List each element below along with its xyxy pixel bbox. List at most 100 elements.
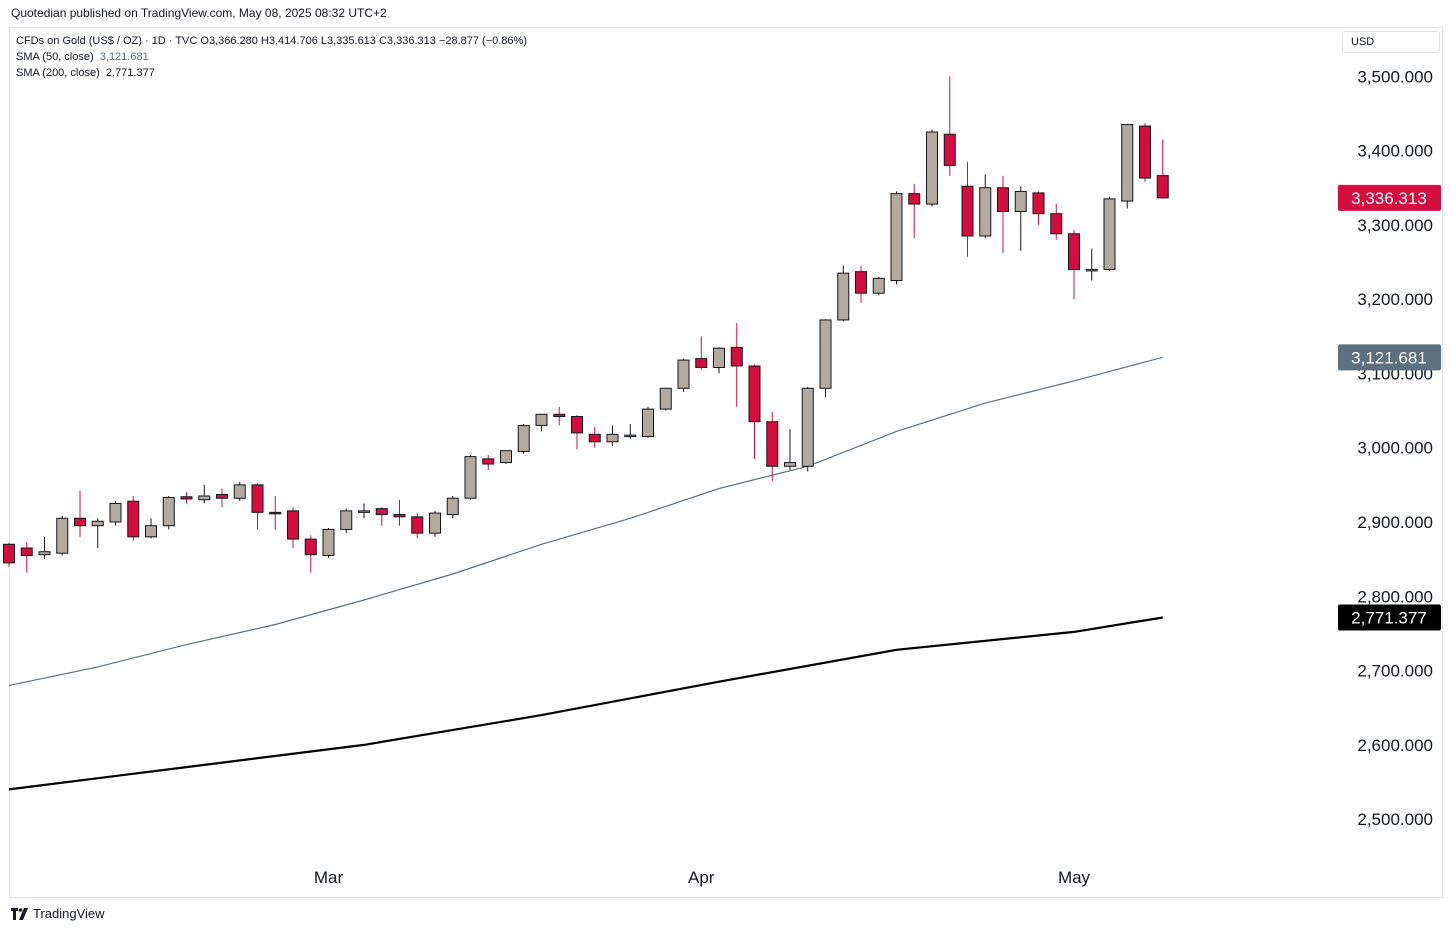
candle-body (908, 193, 921, 205)
candle-body (713, 347, 725, 368)
candle-body (748, 365, 761, 423)
sma50-value: 3,121.681 (99, 51, 149, 63)
candle-body (784, 462, 796, 467)
candle-body (961, 185, 974, 237)
candle-body (571, 416, 583, 434)
candle-body (74, 517, 86, 527)
y-tick-label: 3,300.000 (1357, 216, 1433, 235)
symbol-ohlc-line: CFDs on Gold (US$ / OZ) · 1D · TVC O3,36… (16, 35, 527, 47)
footer-brand[interactable]: TradingView (11, 906, 105, 921)
price-label-text: 3,336.313 (1351, 189, 1427, 208)
candle-body (109, 502, 122, 523)
candle-body (358, 510, 370, 513)
candle-body (997, 187, 1009, 212)
candle-body (127, 500, 140, 538)
sma50-label: SMA (50, close) (16, 51, 94, 63)
candle-body (1156, 175, 1169, 199)
footer-brand-label: TradingView (33, 906, 105, 921)
candle-body (979, 187, 992, 237)
candle-body (517, 424, 530, 452)
y-tick-label: 2,700.000 (1357, 662, 1433, 681)
chart-legend: CFDs on Gold (US$ / OZ) · 1D · TVC O3,36… (16, 33, 527, 81)
sma200-value: 2,771.377 (105, 67, 155, 79)
candle-body (1068, 233, 1080, 270)
candle-body (801, 387, 814, 467)
sma200-legend[interactable]: SMA (200, close) 2,771.377 (16, 65, 527, 81)
candle-body (269, 511, 282, 515)
candle-body (20, 547, 33, 556)
candle-body (375, 508, 388, 516)
price-chart[interactable]: 2,500.000 2,600.000 2,700.000 2,800.000 2,90… (0, 0, 1456, 900)
candle-body (482, 458, 495, 465)
candle-body (659, 387, 672, 410)
candle-body (890, 193, 903, 282)
candle-body (1103, 198, 1116, 270)
candle-body (340, 510, 353, 530)
x-tick-label: May (1058, 868, 1091, 887)
candle-body (304, 538, 317, 556)
x-tick-label: Apr (688, 868, 715, 887)
candle-body (393, 514, 406, 518)
candle-body (943, 133, 956, 166)
candle-body (91, 520, 104, 527)
y-tick-label: 2,500.000 (1357, 810, 1433, 829)
candle-body (1014, 190, 1027, 212)
candle-body (233, 484, 246, 499)
candle-body (1032, 192, 1045, 215)
candle-body (1139, 125, 1151, 179)
y-tick-label: 3,200.000 (1357, 290, 1433, 309)
candle-body (251, 484, 264, 513)
candle-body (855, 271, 867, 294)
candle-body (553, 413, 566, 418)
publisher-credit: Quotedian published on TradingView.com, … (11, 6, 387, 20)
y-tick-label: 2,600.000 (1357, 736, 1433, 755)
sma50-line (8, 356, 1163, 686)
price-label-last (1338, 184, 1441, 211)
currency-button[interactable]: USD (1342, 31, 1440, 53)
candle-body (819, 319, 832, 389)
tradingview-logo-icon (11, 907, 28, 920)
candle-body (695, 358, 708, 368)
candle-body (429, 512, 441, 534)
y-tick-label: 2,900.000 (1357, 513, 1433, 532)
price-label-text: 3,121.681 (1351, 348, 1427, 367)
candle-body (588, 433, 601, 443)
candle-body (162, 496, 175, 527)
candle-body (624, 434, 637, 438)
candle-body (535, 413, 548, 426)
price-label-sma200 (1338, 604, 1441, 631)
candle-body (38, 551, 51, 556)
candle-body (411, 516, 424, 534)
sma50-legend[interactable]: SMA (50, close) 3,121.681 (16, 49, 527, 65)
candle-body (766, 421, 779, 467)
candle-body (287, 510, 299, 540)
candle-body (56, 517, 69, 554)
candle-body (145, 525, 157, 538)
sma200-line (8, 616, 1163, 791)
candle-body (642, 408, 654, 438)
candle-body (446, 497, 459, 516)
y-tick-label: 3,000.000 (1357, 439, 1433, 458)
candle-body (198, 495, 211, 501)
x-tick-label: Mar (314, 868, 344, 887)
y-tick-label: 2,800.000 (1357, 587, 1433, 606)
price-label-sma50 (1338, 344, 1441, 371)
candle-body (1085, 268, 1098, 272)
candle-body (500, 450, 512, 464)
sma200-label: SMA (200, close) (16, 67, 100, 79)
candle-body (872, 277, 885, 294)
price-label-text: 2,771.377 (1351, 609, 1427, 628)
y-tick-label: 3,400.000 (1357, 142, 1433, 161)
candle-body (926, 131, 938, 205)
candle-body (837, 272, 850, 321)
candle-body (677, 359, 690, 389)
candle-body (3, 543, 15, 564)
candle-body (606, 433, 619, 443)
candle-body (464, 456, 477, 499)
candle-body (180, 496, 193, 500)
y-tick-label: 3,500.000 (1357, 67, 1433, 86)
candle-body (730, 346, 743, 367)
candle-body (1050, 213, 1063, 235)
candle-body (322, 528, 335, 556)
candle-body (216, 494, 228, 499)
